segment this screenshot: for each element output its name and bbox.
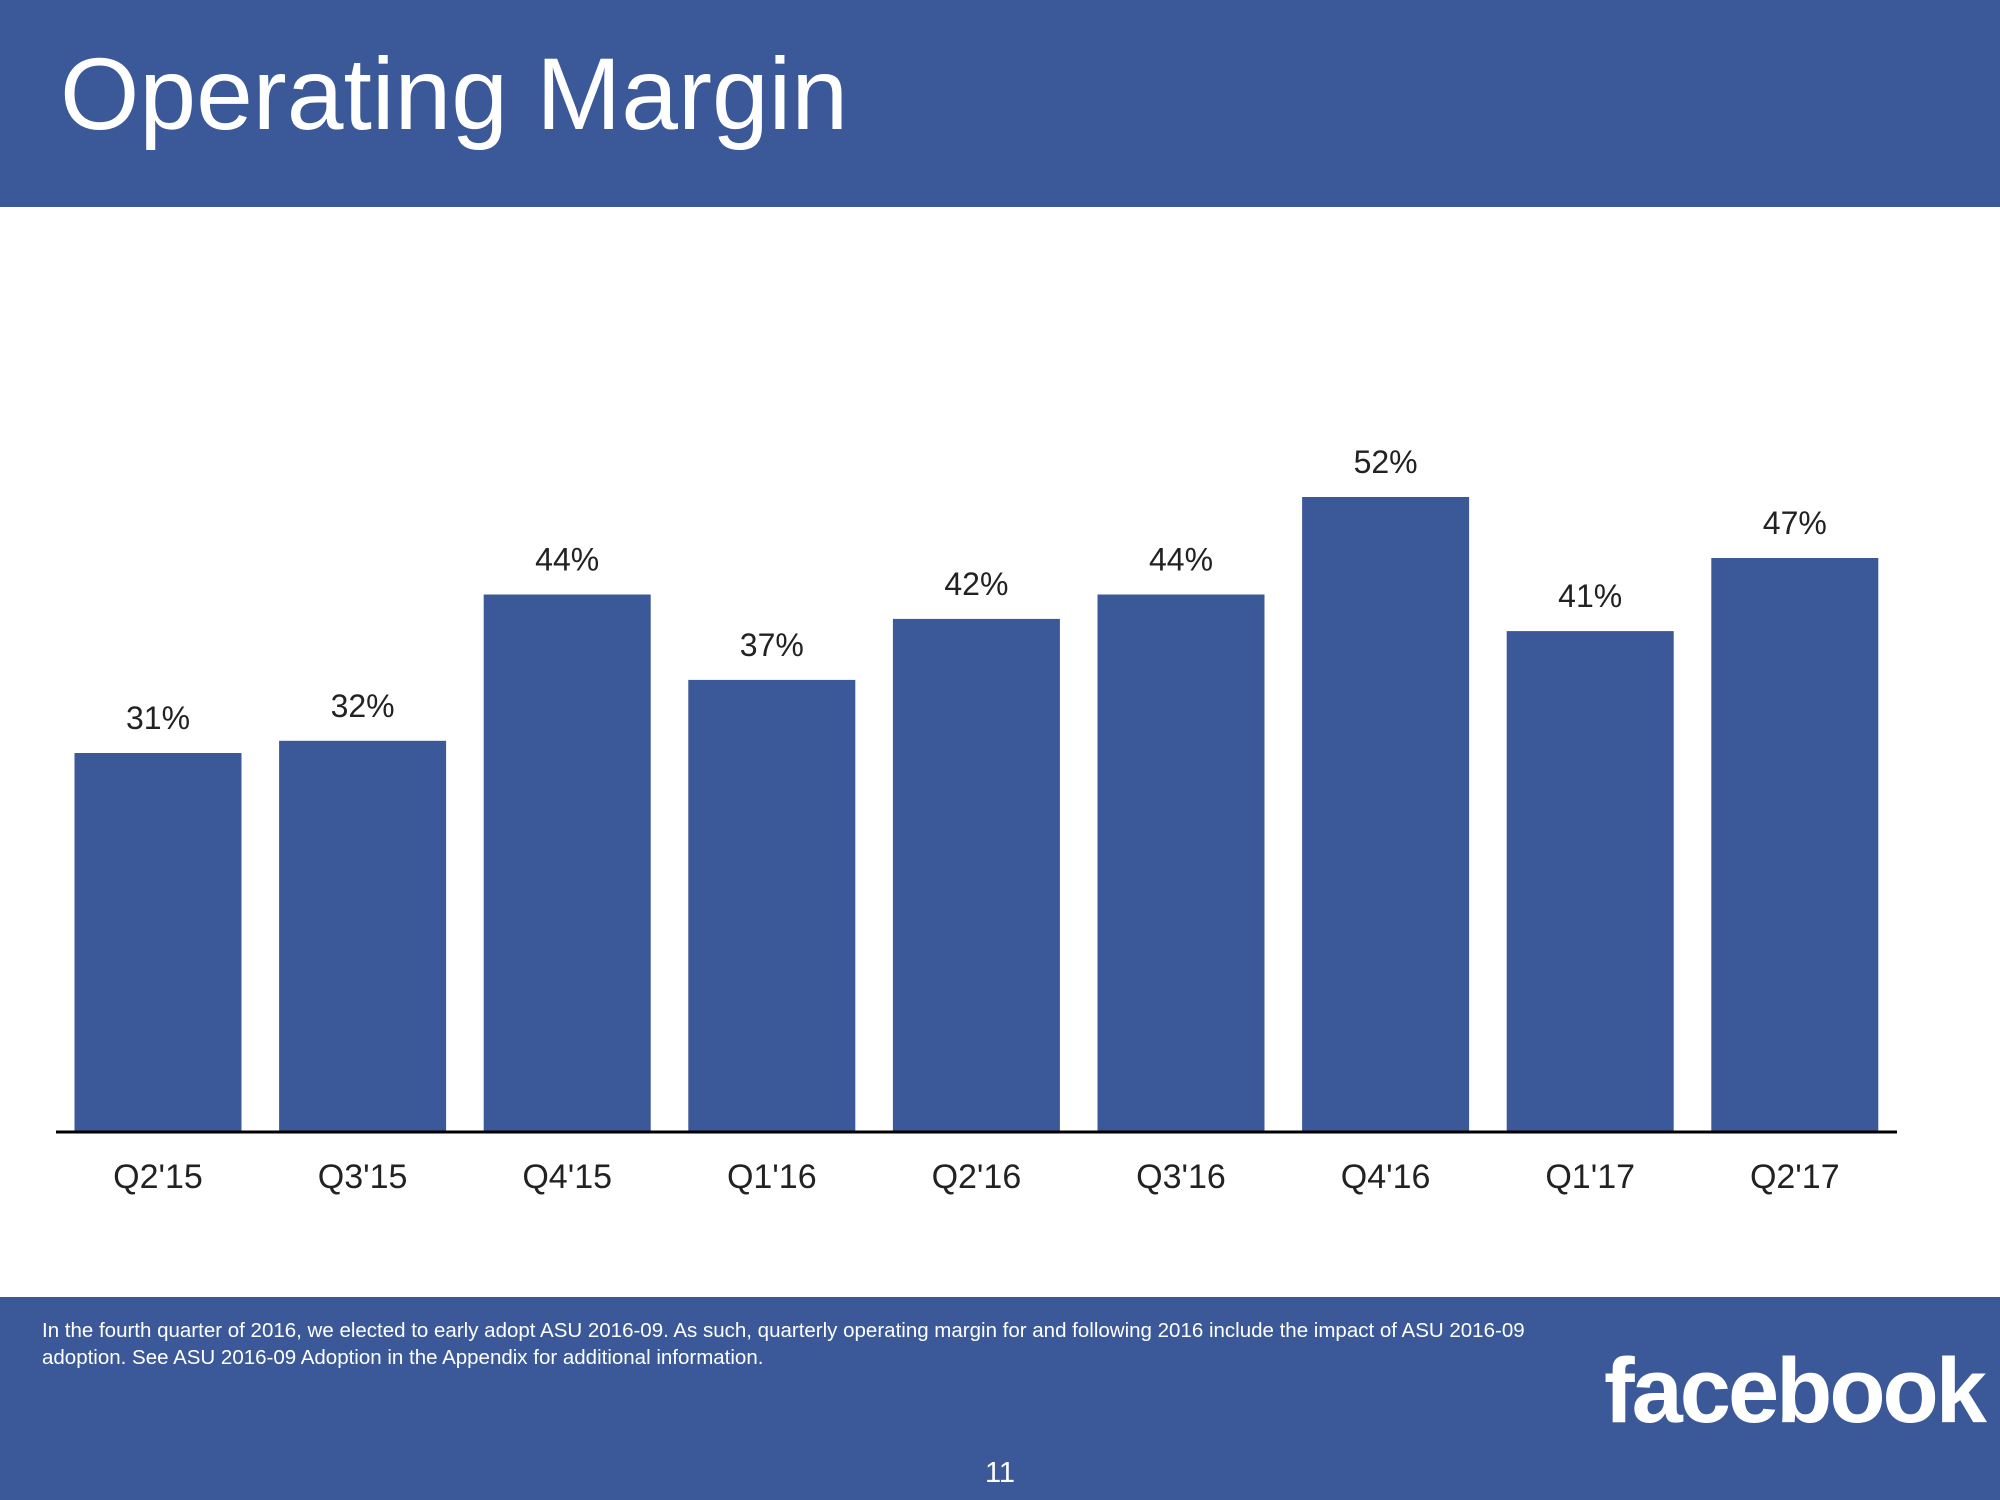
- chart-area: 31% Q2'15 32% Q3'15 44% Q4'15 37% Q1'16 42% Q2'16…: [0, 207, 2000, 1297]
- page-number: 11: [984, 1457, 1016, 1489]
- category-label-Q2'15: Q2'15: [113, 1158, 203, 1196]
- category-label-Q3'15: Q3'15: [318, 1158, 408, 1196]
- value-label-Q1'17: 41%: [1558, 578, 1622, 614]
- bar-chart: 31% Q2'15 32% Q3'15 44% Q4'15 37% Q1'16 42% Q2'16…: [56, 444, 1897, 1196]
- category-label-Q4'16: Q4'16: [1341, 1158, 1431, 1196]
- value-label-Q1'16: 37%: [740, 627, 804, 663]
- bar-Q4'15: [483, 594, 651, 1131]
- bar-Q1'16: [688, 679, 856, 1131]
- category-label-Q2'17: Q2'17: [1750, 1158, 1840, 1196]
- value-label-Q4'15: 44%: [535, 542, 599, 578]
- title-bar: Operating Margin: [0, 0, 2000, 207]
- footer-bar: In the fourth quarter of 2016, we electe…: [0, 1297, 2000, 1500]
- bar-Q2'16: [892, 618, 1060, 1131]
- bar-Q2'15: [74, 753, 242, 1131]
- category-label-Q3'16: Q3'16: [1136, 1158, 1226, 1196]
- bar-Q4'16: [1302, 497, 1470, 1131]
- bar-Q3'15: [279, 740, 447, 1131]
- category-label-Q1'17: Q1'17: [1545, 1158, 1635, 1196]
- category-label-Q1'16: Q1'16: [727, 1158, 817, 1196]
- value-label-Q2'15: 31%: [126, 700, 190, 736]
- footnote-text: In the fourth quarter of 2016, we electe…: [42, 1319, 1525, 1369]
- value-label-Q2'17: 47%: [1763, 505, 1827, 541]
- value-label-Q3'15: 32%: [331, 688, 395, 724]
- value-label-Q2'16: 42%: [944, 566, 1008, 602]
- category-label-Q2'16: Q2'16: [932, 1158, 1022, 1196]
- slide-title: Operating Margin: [60, 37, 849, 151]
- bar-Q1'17: [1506, 631, 1674, 1131]
- facebook-logo: facebook: [1604, 1340, 1987, 1442]
- category-label-Q4'15: Q4'15: [522, 1158, 612, 1196]
- value-label-Q4'16: 52%: [1354, 444, 1418, 480]
- value-label-Q3'16: 44%: [1149, 542, 1213, 578]
- bar-Q2'17: [1711, 558, 1879, 1131]
- bar-Q3'16: [1097, 594, 1265, 1131]
